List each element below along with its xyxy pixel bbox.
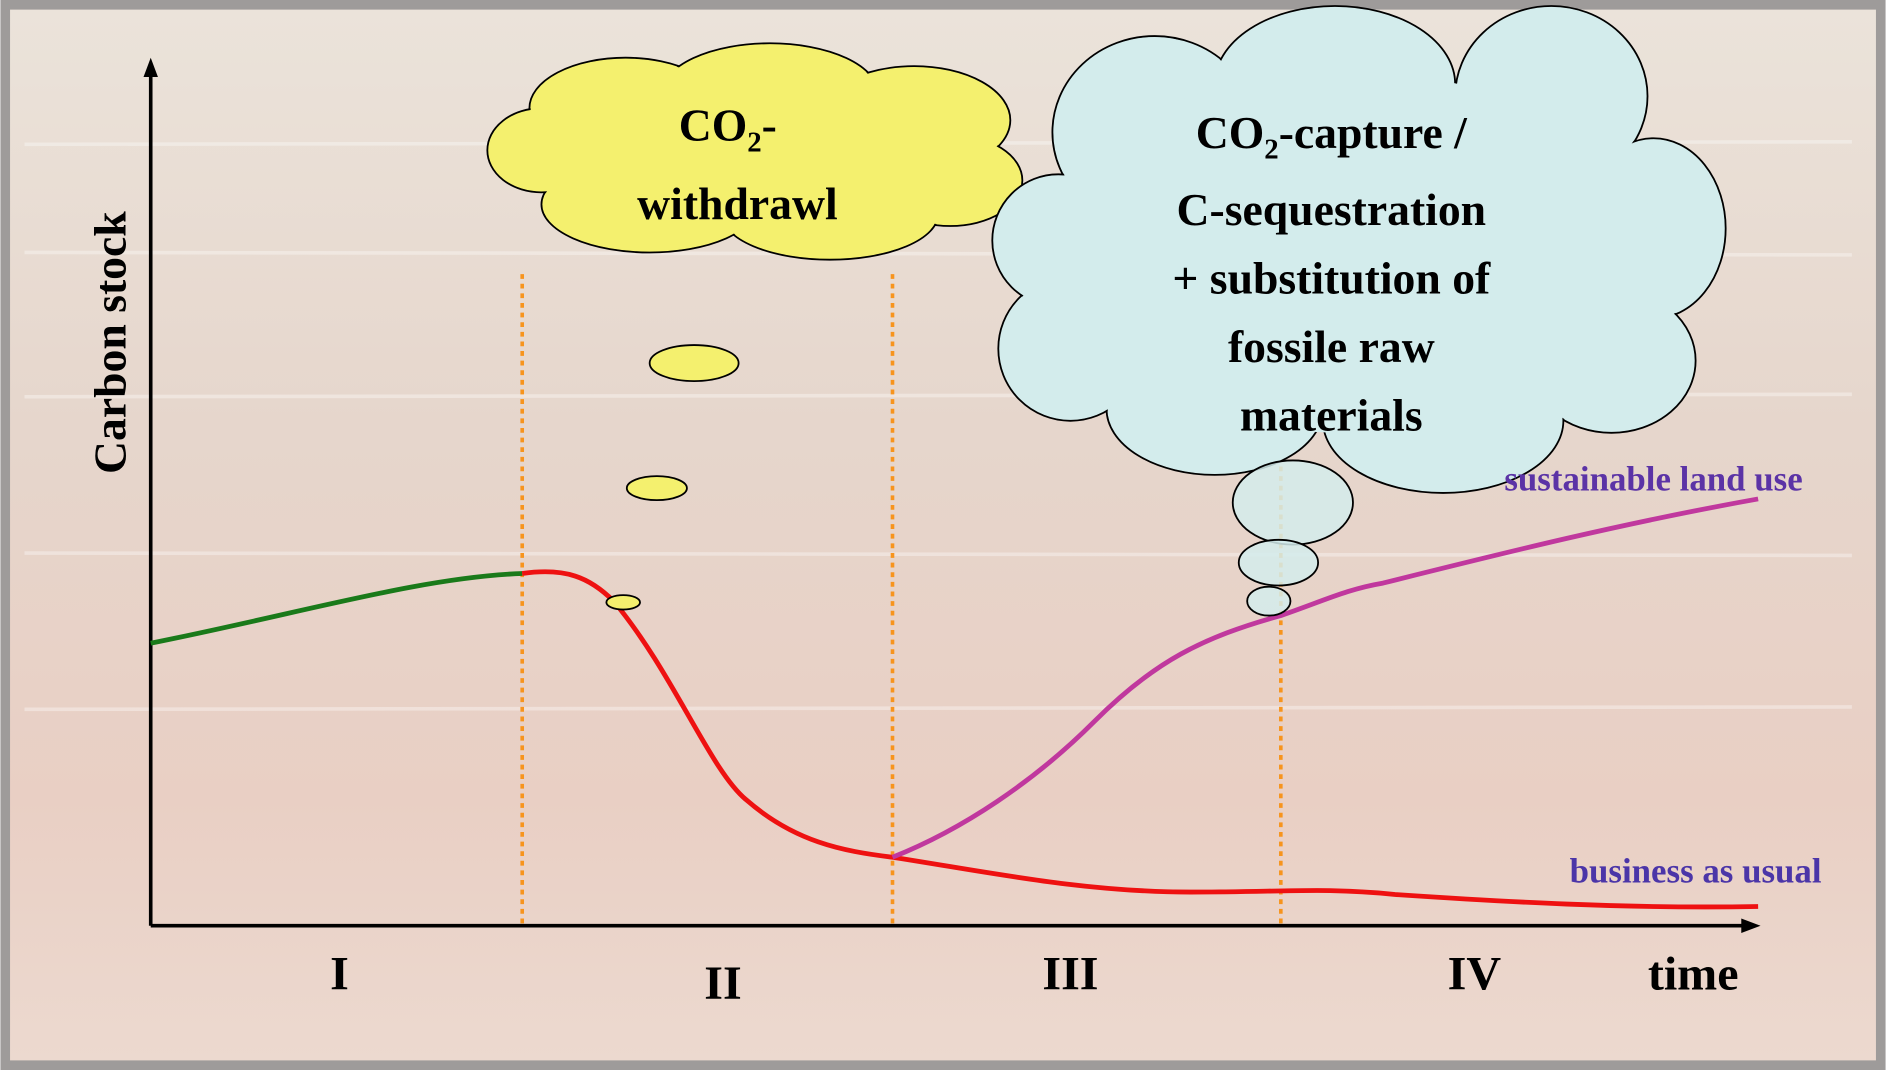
x-axis-label: time — [1648, 947, 1739, 1000]
cloud-line: C-sequestration — [1177, 184, 1487, 235]
diagram: CO2- withdrawl CO2-capture / C-sequestra… — [0, 0, 1886, 1070]
subscript: 2 — [747, 126, 761, 158]
formula: CO — [1196, 107, 1265, 158]
subscript: 2 — [1264, 134, 1278, 166]
cloud-line: + substitution of — [1172, 252, 1491, 303]
cloud-withdrawal-title: CO2- — [679, 100, 777, 159]
phase-label: I — [330, 947, 349, 1000]
cloud-withdrawal-lines: withdrawl — [637, 178, 837, 229]
phase-label: III — [1042, 947, 1098, 1000]
suffix: - — [762, 100, 777, 151]
phase-label: II — [704, 957, 741, 1010]
y-axis-label: Carbon stock — [84, 211, 135, 474]
formula: CO — [679, 100, 748, 151]
cloud-line: fossile raw — [1228, 321, 1435, 372]
label-sustainable: sustainable land use — [1504, 460, 1802, 499]
phase-label: IV — [1448, 947, 1502, 1000]
label-business: business as usual — [1570, 851, 1822, 890]
cloud-line: materials — [1240, 389, 1423, 440]
cloud-capture-title: CO2-capture / — [1196, 107, 1468, 166]
suffix: -capture / — [1279, 107, 1468, 158]
cloud-line: withdrawl — [637, 178, 837, 229]
